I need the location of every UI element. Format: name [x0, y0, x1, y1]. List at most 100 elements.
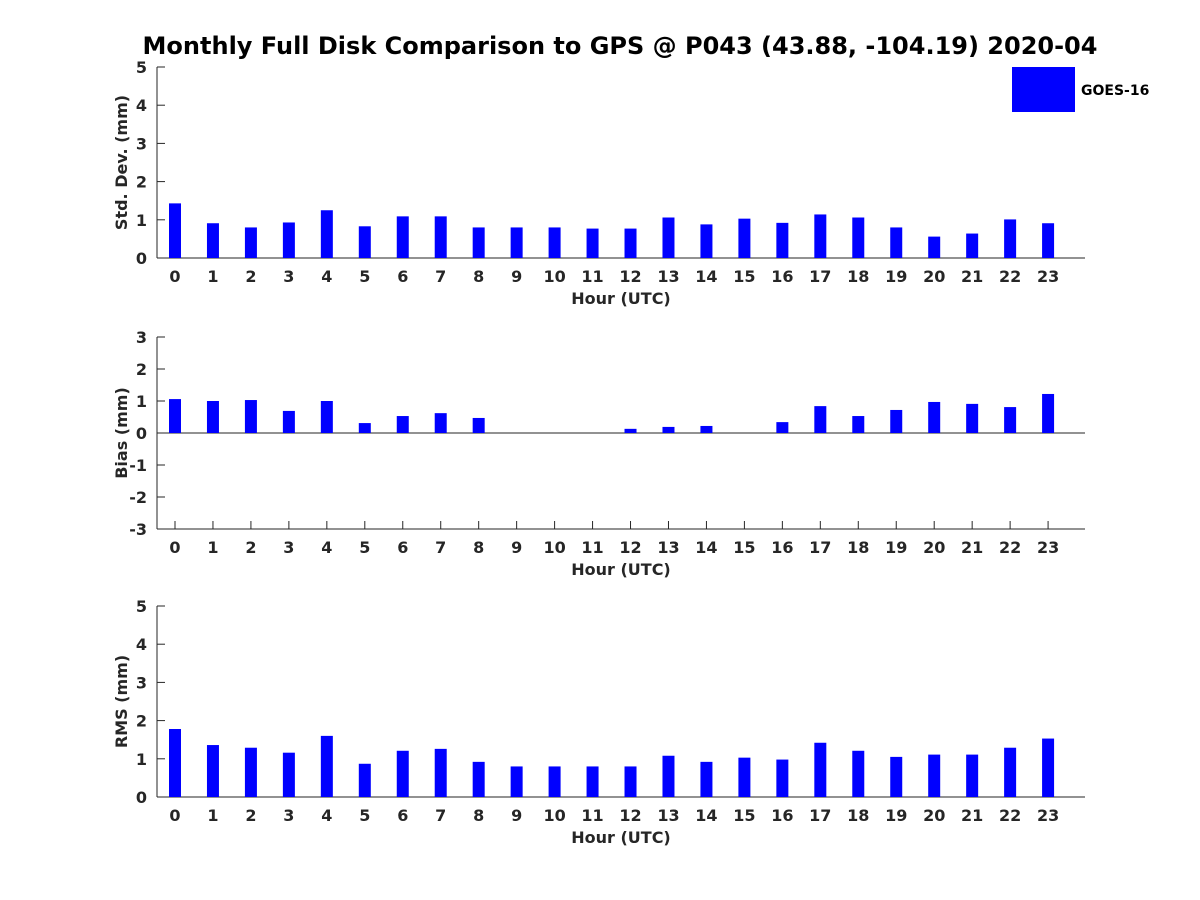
bias-y-tick-label: -1 [129, 456, 147, 475]
rms-x-tick-label: 2 [245, 806, 256, 825]
rms-x-tick-label: 18 [847, 806, 869, 825]
bias-x-tick-label: 8 [473, 538, 484, 557]
rms-bar [282, 752, 295, 797]
bias-bar [776, 422, 789, 433]
bias-bar [396, 416, 409, 433]
rms-x-tick-label: 6 [397, 806, 408, 825]
stddev-bar [776, 222, 789, 258]
stddev-bar [586, 228, 599, 258]
rms-bar [396, 750, 409, 797]
rms-bar [928, 754, 941, 797]
rms-bar [472, 761, 485, 797]
rms-bar [814, 742, 827, 797]
bias-x-tick-label: 6 [397, 538, 408, 557]
bias-bar [358, 423, 371, 433]
stddev-bar [510, 227, 523, 258]
stddev-y-tick-label: 5 [136, 58, 147, 77]
bias-bar [1004, 407, 1017, 433]
stddev-bar [548, 227, 561, 258]
bias-x-tick-label: 15 [733, 538, 755, 557]
bias-x-tick-label: 17 [809, 538, 831, 557]
bias-bar [472, 417, 485, 433]
rms-bar [1004, 747, 1017, 797]
bias-bar [244, 400, 257, 433]
rms-x-tick-label: 17 [809, 806, 831, 825]
rms-x-tick-label: 0 [169, 806, 180, 825]
rms-bar [890, 756, 903, 797]
rms-bar [966, 754, 979, 797]
stddev-y-tick-label: 2 [136, 173, 147, 192]
stddev-bar [1042, 223, 1055, 258]
stddev-x-tick-label: 13 [657, 267, 679, 286]
rms-x-tick-label: 12 [619, 806, 641, 825]
rms-bar [548, 766, 561, 797]
rms-x-tick-label: 7 [435, 806, 446, 825]
rms-bar [624, 766, 637, 797]
bias-x-tick-label: 23 [1037, 538, 1059, 557]
bias-x-tick-label: 13 [657, 538, 679, 557]
stddev-y-tick-label: 0 [136, 249, 147, 268]
stddev-x-tick-label: 16 [771, 267, 793, 286]
bias-bar [890, 409, 903, 433]
stddev-bar [358, 226, 371, 258]
rms-bar [510, 766, 523, 797]
legend: GOES-16 [1012, 67, 1149, 112]
bias-bar [624, 428, 637, 433]
stddev-x-tick-label: 5 [359, 267, 370, 286]
bias-bar [169, 399, 181, 433]
bias-x-tick-label: 10 [543, 538, 565, 557]
bias-x-tick-label: 3 [283, 538, 294, 557]
rms-bar [852, 750, 865, 797]
bias-x-tick-label: 7 [435, 538, 446, 557]
stddev-x-tick-label: 8 [473, 267, 484, 286]
stddev-x-tick-label: 3 [283, 267, 294, 286]
stddev-x-tick-label: 20 [923, 267, 945, 286]
bias-x-tick-label: 11 [581, 538, 603, 557]
bias-x-tick-label: 2 [245, 538, 256, 557]
stddev-y-tick-label: 1 [136, 211, 147, 230]
rms-x-tick-label: 10 [543, 806, 565, 825]
stddev-x-tick-label: 4 [321, 267, 332, 286]
bias-bar [206, 401, 219, 433]
bias-y-tick-label: 0 [136, 424, 147, 443]
bias-x-tick-label: 0 [169, 538, 180, 557]
stddev-x-tick-label: 0 [169, 267, 180, 286]
rms-x-tick-label: 11 [581, 806, 603, 825]
rms-bar [586, 766, 599, 797]
bias-bar [700, 425, 713, 433]
rms-bar [434, 748, 447, 797]
rms-y-tick-label: 2 [136, 712, 147, 731]
rms-bar [738, 757, 751, 797]
stddev-bar [244, 227, 257, 258]
stddev-bar [814, 214, 827, 258]
bias-x-tick-label: 5 [359, 538, 370, 557]
bias-x-tick-label: 12 [619, 538, 641, 557]
bias-x-tick-label: 9 [511, 538, 522, 557]
bias-x-tick-label: 1 [207, 538, 218, 557]
rms-x-tick-label: 15 [733, 806, 755, 825]
stddev-bar [396, 216, 409, 258]
stddev-x-tick-label: 9 [511, 267, 522, 286]
bias-y-tick-label: 1 [136, 392, 147, 411]
stddev-y-tick-label: 3 [136, 134, 147, 153]
rms-y-tick-label: 1 [136, 750, 147, 769]
bias-bar [852, 416, 865, 433]
rms-x-tick-label: 5 [359, 806, 370, 825]
rms-bar [358, 763, 371, 797]
stddev-bar [928, 236, 941, 258]
stddev-x-tick-label: 22 [999, 267, 1021, 286]
rms-x-tick-label: 4 [321, 806, 332, 825]
rms-y-axis-label: RMS (mm) [112, 655, 131, 748]
stddev-x-tick-label: 1 [207, 267, 218, 286]
bias-y-tick-label: -3 [129, 520, 147, 539]
rms-x-tick-label: 23 [1037, 806, 1059, 825]
rms-x-tick-label: 3 [283, 806, 294, 825]
rms-y-tick-label: 3 [136, 673, 147, 692]
rms-bar [244, 747, 257, 797]
rms-bar [776, 759, 789, 797]
bias-bar [434, 413, 447, 433]
stddev-x-tick-label: 6 [397, 267, 408, 286]
stddev-bar [282, 222, 295, 258]
